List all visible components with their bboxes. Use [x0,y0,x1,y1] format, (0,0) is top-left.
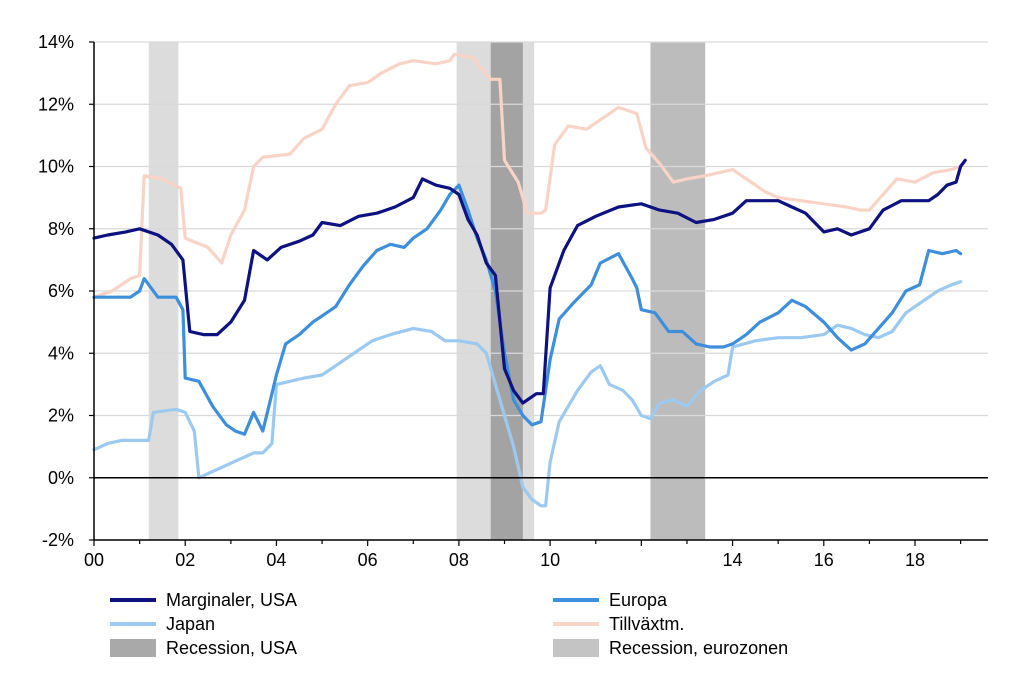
x-tick-label-8: 18 [905,550,925,570]
y-tick-label-3: 4% [48,343,74,363]
series-line-marginaler-usa [92,158,967,405]
y-tick-label-8: 14% [38,32,74,52]
axes: -2% 0% 2% 4% 6% 8% 10% 12% 14% 00 02 04 06 08 10 14 16 18 [38,32,988,570]
legend-swatch-recession-eurozonen [553,639,599,657]
y-tick-label-2: 2% [48,406,74,426]
legend-label-recession-eurozonen: Recession, eurozonen [609,638,788,658]
legend-label-marginaler-usa: Marginaler, USA [166,590,297,610]
x-tick-label-6: 14 [723,550,743,570]
x-tick-label-7: 16 [814,550,834,570]
series-lines [92,52,967,508]
x-tick-label-5: 10 [540,550,560,570]
y-tick-label-1: 0% [48,468,74,488]
legend-swatch-recession-usa [110,639,156,657]
y-tick-label-4: 6% [48,281,74,301]
x-tick-label-1: 02 [175,550,195,570]
series-line-japan [92,280,963,508]
x-tick-label-0: 00 [84,550,104,570]
y-tick-label-7: 12% [38,94,74,114]
x-tick-label-3: 06 [358,550,378,570]
y-tick-label-6: 10% [38,157,74,177]
y-tick-label-5: 8% [48,219,74,239]
legend-label-tillv-xtm: Tillväxtm. [609,614,684,634]
legend: Marginaler, USA Europa Japan Tillväxtm. Rece… [110,590,788,658]
legend-label-europa: Europa [609,590,668,610]
x-tick-label-2: 04 [266,550,286,570]
legend-label-japan: Japan [166,614,215,634]
series-line-tillv-xtm [92,52,963,299]
x-tick-label-4: 08 [449,550,469,570]
legend-label-recession-usa: Recession, USA [166,638,297,658]
y-tick-label-0: -2% [42,530,74,550]
